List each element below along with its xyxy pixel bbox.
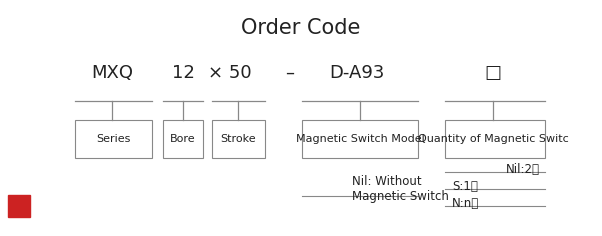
Text: Quantity of Magnetic Switc: Quantity of Magnetic Switc: [418, 134, 568, 144]
Bar: [445, 120, 545, 158]
Text: Bore: Bore: [170, 134, 196, 144]
Text: 12: 12: [172, 64, 194, 82]
Text: S:1个: S:1个: [452, 180, 478, 193]
Text: Order Code: Order Code: [241, 18, 361, 38]
Text: Nil: Without
Magnetic Switch: Nil: Without Magnetic Switch: [352, 175, 449, 203]
Text: Series: Series: [96, 134, 130, 144]
Text: □: □: [485, 64, 501, 82]
Text: –: –: [285, 64, 294, 82]
Text: N:n个: N:n个: [452, 197, 479, 210]
Bar: [302, 120, 418, 158]
Text: D-A93: D-A93: [329, 64, 385, 82]
Text: Magnetic Switch Model: Magnetic Switch Model: [296, 134, 424, 144]
Text: Nil:2个: Nil:2个: [506, 163, 540, 176]
Bar: [212, 120, 265, 158]
Bar: [8, 195, 30, 217]
Text: Stroke: Stroke: [220, 134, 256, 144]
Bar: [75, 120, 152, 158]
Text: × 50: × 50: [208, 64, 252, 82]
Text: MXQ: MXQ: [91, 64, 133, 82]
Bar: [163, 120, 203, 158]
